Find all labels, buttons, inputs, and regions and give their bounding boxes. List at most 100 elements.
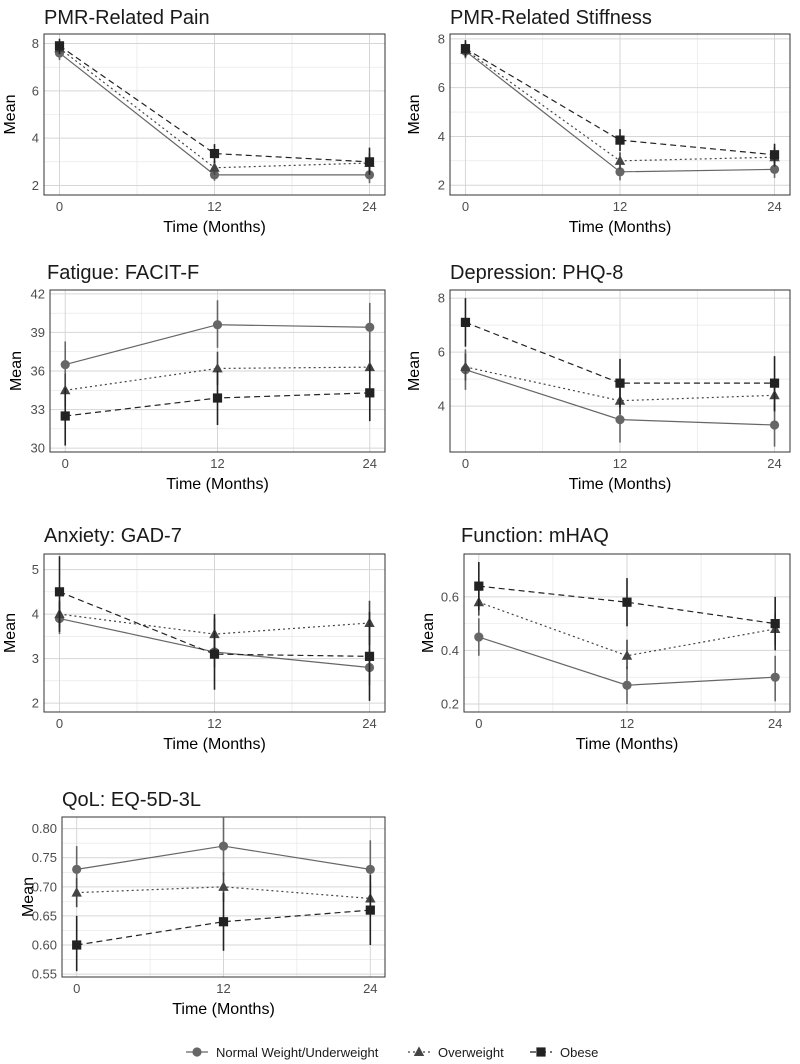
data-point <box>72 940 82 950</box>
panel-4: 0 12 24 4 6 8 Depression: PHQ-8 Time (Months) Me… <box>406 262 791 493</box>
y-tick-label: 6 <box>438 80 445 95</box>
y-tick-label: 0.80 <box>32 821 57 836</box>
y-axis-label: Mean <box>406 94 423 134</box>
legend-label: Overweight <box>438 1045 504 1060</box>
y-tick-label: 0.4 <box>441 643 459 658</box>
data-point <box>72 864 82 874</box>
panel-title: QoL: EQ-5D-3L <box>62 789 201 811</box>
panel-5: 0 12 24 2 3 4 5 Anxiety: GAD-7 Time (Months) Mean <box>2 525 386 753</box>
panel-title: Depression: PHQ-8 <box>450 262 623 284</box>
data-point <box>209 162 220 172</box>
legend-key-circle <box>192 1047 202 1057</box>
data-point <box>474 632 484 642</box>
x-tick-label: 0 <box>475 716 482 731</box>
series-line <box>59 45 370 163</box>
series-line <box>59 591 370 657</box>
x-tick-label: 0 <box>462 199 469 214</box>
x-tick-label: 12 <box>216 981 230 996</box>
x-tick-label: 0 <box>62 456 69 471</box>
legend: Normal Weight/Underweight Overweight Obese <box>186 1045 598 1060</box>
y-tick-label: 3 <box>32 651 39 666</box>
data-point <box>615 135 625 145</box>
x-tick-label: 12 <box>613 199 627 214</box>
data-point <box>218 841 229 851</box>
data-point <box>365 864 375 874</box>
data-point <box>615 415 625 425</box>
data-point <box>365 388 375 398</box>
series-square <box>72 875 375 972</box>
y-tick-label: 2 <box>32 696 39 711</box>
y-tick-label: 6 <box>438 345 445 360</box>
series-line <box>465 321 775 384</box>
x-tick-label: 24 <box>768 716 782 731</box>
x-tick-label: 12 <box>207 199 221 214</box>
data-point <box>365 905 375 915</box>
panel-title: PMR-Related Pain <box>44 7 210 29</box>
data-point <box>212 320 223 330</box>
data-point <box>212 393 223 403</box>
legend-key-square <box>536 1047 546 1057</box>
data-point <box>365 322 375 332</box>
y-tick-label: 2 <box>32 178 39 193</box>
x-axis-label: Time (Months) <box>163 219 266 236</box>
y-tick-label: 39 <box>31 325 45 340</box>
panel-7: 0 12 24 0.55 0.60 0.65 0.70 0.75 0.80 QoL: EQ-5D-… <box>20 789 386 1018</box>
x-tick-label: 0 <box>462 456 469 471</box>
x-tick-label: 24 <box>363 981 377 996</box>
panel-title: Fatigue: FACIT-F <box>47 262 199 284</box>
x-axis-label: Time (Months) <box>576 736 679 753</box>
data-point <box>621 650 633 660</box>
data-point <box>364 157 375 167</box>
data-point <box>218 917 229 927</box>
y-tick-label: 5 <box>32 562 39 577</box>
legend-item-triangle: Overweight <box>408 1045 504 1060</box>
x-tick-label: 0 <box>56 716 63 731</box>
data-point <box>769 164 780 174</box>
series-square <box>54 556 375 701</box>
x-tick-label: 0 <box>73 981 80 996</box>
x-tick-label: 12 <box>207 716 221 731</box>
legend-label: Normal Weight/Underweight <box>216 1045 379 1060</box>
legend-item-square: Obese <box>530 1045 598 1060</box>
series-square <box>474 562 780 651</box>
data-point <box>209 649 220 659</box>
x-tick-label: 24 <box>767 456 781 471</box>
data-point <box>770 672 780 682</box>
y-tick-label: 0.55 <box>32 967 57 982</box>
data-point <box>60 359 70 370</box>
panel-border <box>43 33 386 196</box>
x-axis-label: Time (Months) <box>166 476 269 493</box>
series-square <box>460 298 780 412</box>
panel-title: Anxiety: GAD-7 <box>44 525 182 547</box>
data-point <box>615 378 625 388</box>
series-line <box>465 366 775 402</box>
y-tick-label: 4 <box>32 131 39 146</box>
panel-border <box>43 553 386 713</box>
x-tick-label: 12 <box>620 716 634 731</box>
panel-title: Function: mHAQ <box>461 525 609 547</box>
y-axis-label: Mean <box>2 94 19 134</box>
y-tick-label: 36 <box>31 364 45 379</box>
data-point <box>54 587 65 597</box>
data-point <box>769 420 780 430</box>
y-tick-label: 33 <box>31 402 45 417</box>
series-line <box>65 366 370 391</box>
x-axis-label: Time (Months) <box>569 476 672 493</box>
data-point <box>460 44 471 54</box>
data-point <box>54 41 65 51</box>
x-tick-label: 24 <box>767 199 781 214</box>
series-line <box>465 48 775 156</box>
series-circle <box>474 618 780 704</box>
x-axis-label: Time (Months) <box>163 736 266 753</box>
series-square <box>60 364 375 446</box>
data-point <box>212 362 223 373</box>
series-square <box>460 40 780 166</box>
x-axis-label: Time (Months) <box>172 1001 275 1018</box>
y-axis-label: Mean <box>406 351 423 391</box>
panel-border <box>463 553 791 713</box>
legend-label: Obese <box>560 1045 598 1060</box>
y-axis-label: Mean <box>420 613 437 653</box>
y-tick-label: 0.60 <box>32 938 57 953</box>
y-axis-label: Mean <box>8 351 25 391</box>
